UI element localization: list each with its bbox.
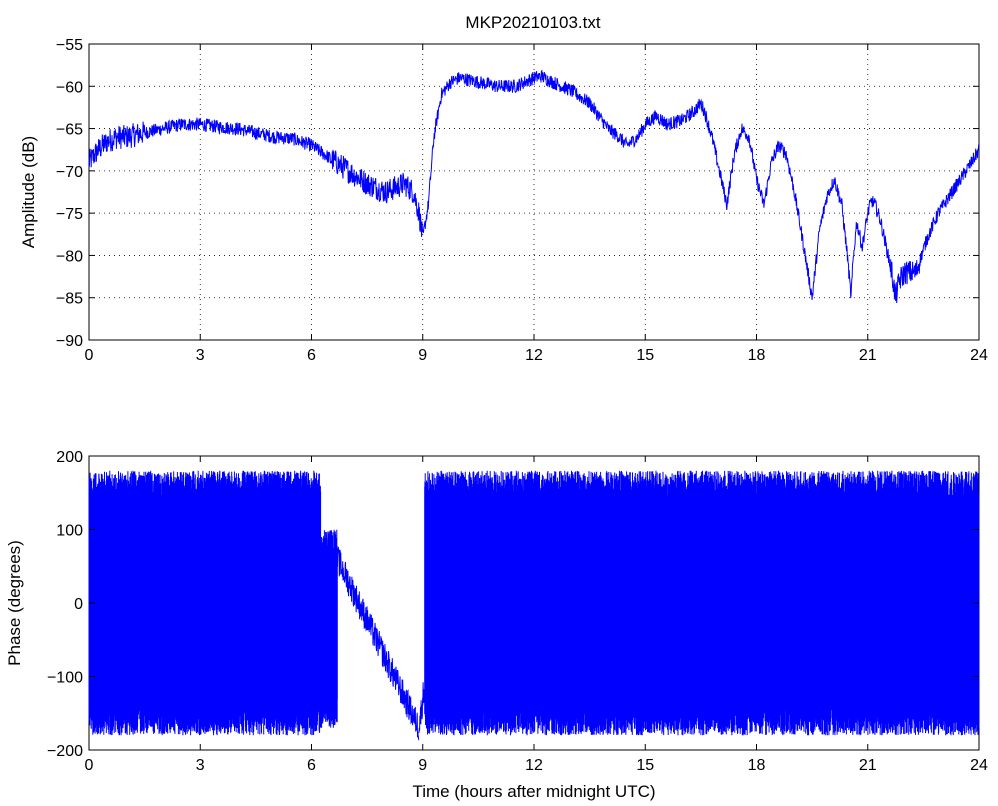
y-tick-label: −60 <box>56 79 83 96</box>
x-tick-label: 21 <box>859 757 877 774</box>
x-tick-label: 18 <box>748 347 766 364</box>
chart-title: MKP20210103.txt <box>465 13 600 32</box>
x-tick-label: 18 <box>748 757 766 774</box>
y-tick-label: 200 <box>56 449 83 466</box>
amplitude-grid <box>89 44 979 340</box>
amplitude-y-axis-label: Amplitude (dB) <box>19 136 38 248</box>
x-tick-label: 24 <box>970 347 988 364</box>
x-tick-label: 15 <box>636 347 654 364</box>
amplitude-plot: 0 3 6 9 12 15 18 21 24 −90 −85 −80 −75 −70 −65 −60 −55 A… <box>19 37 988 364</box>
y-tick-label: −55 <box>56 37 83 54</box>
y-tick-label: −70 <box>56 164 83 181</box>
amplitude-ticks: 0 3 6 9 12 15 18 21 24 −90 −85 −80 −75 −70 −65 −60 −55 <box>56 37 988 364</box>
x-tick-label: 0 <box>85 347 94 364</box>
amplitude-series <box>88 69 980 304</box>
phase-ticks: 0 3 6 9 12 15 18 21 24 −200 −100 0 100 200 <box>47 449 988 774</box>
amplitude-line <box>88 69 980 304</box>
x-tick-label: 3 <box>196 757 205 774</box>
y-tick-label: −80 <box>56 248 83 265</box>
y-tick-label: −65 <box>56 122 83 139</box>
y-tick-label: −75 <box>56 206 83 223</box>
x-axis-label: Time (hours after midnight UTC) <box>412 782 655 801</box>
y-tick-label: −85 <box>56 291 83 308</box>
phase-series <box>88 470 980 741</box>
phase-plot: 0 3 6 9 12 15 18 21 24 −200 −100 0 100 200 Phase (deg… <box>5 449 988 801</box>
x-tick-label: 9 <box>418 347 427 364</box>
x-tick-label: 21 <box>859 347 877 364</box>
phase-line <box>88 470 980 741</box>
x-tick-label: 12 <box>525 347 543 364</box>
x-tick-label: 24 <box>970 757 988 774</box>
phase-y-axis-label: Phase (degrees) <box>5 540 24 666</box>
y-tick-label: 100 <box>56 523 83 540</box>
x-tick-label: 3 <box>196 347 205 364</box>
x-tick-label: 12 <box>525 757 543 774</box>
y-tick-label: 0 <box>74 596 83 613</box>
x-tick-label: 6 <box>307 347 316 364</box>
y-tick-label: −90 <box>56 333 83 350</box>
y-tick-label: −200 <box>47 743 83 760</box>
x-tick-label: 15 <box>636 757 654 774</box>
x-tick-label: 0 <box>85 757 94 774</box>
amplitude-plot-frame <box>88 43 980 341</box>
x-tick-label: 9 <box>418 757 427 774</box>
y-tick-label: −100 <box>47 670 83 687</box>
x-tick-label: 6 <box>307 757 316 774</box>
